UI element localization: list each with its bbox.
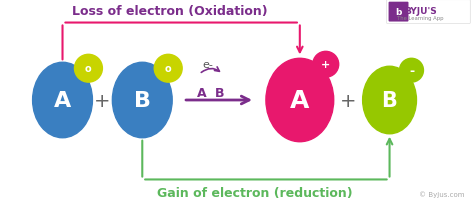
FancyBboxPatch shape [389,3,409,22]
Text: The Learning App: The Learning App [397,16,444,20]
Text: BYJU'S: BYJU'S [404,7,437,16]
Circle shape [313,52,339,78]
Ellipse shape [266,59,334,142]
FancyArrowPatch shape [186,97,249,104]
Text: B: B [382,90,398,110]
Text: © Byjus.com: © Byjus.com [419,191,465,197]
Text: Gain of electron (reduction): Gain of electron (reduction) [157,186,353,199]
Text: A: A [290,88,310,113]
FancyArrowPatch shape [201,67,219,73]
Text: o: o [85,64,92,74]
Text: A: A [54,90,71,110]
Text: B: B [215,86,225,99]
Text: B: B [134,90,151,110]
Text: +: + [94,91,110,110]
Text: +: + [321,60,330,70]
Ellipse shape [33,63,92,138]
Text: o: o [165,64,172,74]
Text: +: + [339,91,356,110]
Text: e-: e- [203,60,213,70]
Ellipse shape [112,63,172,138]
Circle shape [400,59,423,83]
Circle shape [74,55,102,83]
FancyBboxPatch shape [387,1,470,24]
Ellipse shape [363,67,417,134]
Text: A: A [197,86,207,99]
Text: b: b [395,8,401,17]
Text: Loss of electron (Oxidation): Loss of electron (Oxidation) [73,5,268,18]
Text: -: - [409,64,414,77]
Circle shape [154,55,182,83]
